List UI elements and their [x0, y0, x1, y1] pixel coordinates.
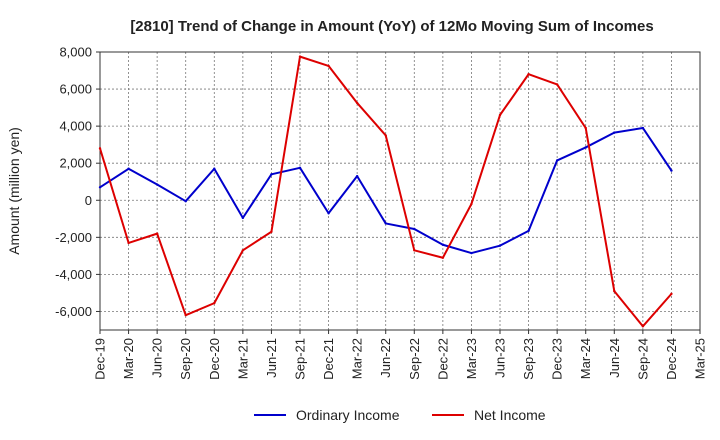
data-point: [213, 167, 216, 170]
legend-label: Ordinary Income: [296, 407, 400, 423]
data-point: [527, 229, 530, 233]
x-tick-label: Dec-22: [435, 338, 450, 380]
data-point: [470, 251, 473, 255]
data-point: [670, 292, 673, 296]
data-point: [127, 167, 130, 170]
x-tick-label: Sep-23: [521, 338, 536, 380]
x-tick-label: Dec-21: [321, 338, 336, 380]
y-tick-label: -2,000: [55, 230, 92, 245]
x-tick-label: Mar-22: [350, 338, 365, 379]
y-tick-label: 8,000: [59, 45, 92, 60]
data-point: [555, 83, 559, 86]
series-1: [98, 55, 673, 328]
y-tick-label: -6,000: [55, 304, 92, 319]
chart-title: [2810] Trend of Change in Amount (YoY) o…: [130, 18, 653, 35]
data-point: [613, 289, 616, 293]
x-tick-label: Mar-25: [693, 338, 708, 379]
data-point: [355, 101, 359, 105]
y-tick-label: -4,000: [55, 267, 92, 282]
data-point: [441, 256, 445, 259]
x-tick-label: Dec-19: [93, 338, 108, 380]
y-axis-label: Amount (million yen): [6, 127, 22, 255]
y-tick-label: 4,000: [59, 119, 92, 134]
data-point: [641, 126, 645, 130]
data-point: [384, 134, 387, 137]
data-point: [498, 244, 502, 247]
data-point: [413, 227, 416, 231]
x-tick-label: Jun-24: [607, 338, 622, 378]
x-tick-label: Dec-20: [207, 338, 222, 380]
data-point: [155, 232, 159, 235]
data-point: [241, 249, 245, 252]
data-point: [641, 325, 645, 328]
y-tick-label: 6,000: [59, 82, 92, 97]
x-tick-label: Mar-24: [578, 338, 593, 379]
data-point: [413, 249, 416, 252]
x-tick-label: Mar-20: [121, 338, 136, 379]
x-tick-label: Sep-20: [178, 338, 193, 380]
plot-area: [99, 51, 701, 331]
data-point: [241, 216, 245, 220]
x-tick-label: Sep-24: [635, 338, 650, 380]
data-point: [270, 173, 273, 176]
x-axis: Dec-19 Mar-20 Jun-20 Sep-20 Dec-20 Mar-21 Jun-…: [93, 330, 708, 380]
grid: [100, 52, 700, 330]
legend: Ordinary Income Net Income: [254, 407, 546, 423]
data-point: [298, 166, 302, 170]
x-tick-label: Mar-23: [464, 338, 479, 379]
data-point: [470, 202, 473, 206]
series-0: [98, 126, 673, 255]
data-point: [527, 73, 530, 76]
legend-label: Net Income: [474, 407, 546, 423]
x-tick-label: Sep-22: [407, 338, 422, 380]
data-point: [270, 230, 273, 233]
data-point: [213, 301, 216, 305]
x-tick-label: Dec-24: [664, 338, 679, 380]
x-tick-label: Sep-21: [293, 338, 308, 380]
data-point: [327, 64, 330, 68]
series-layer: [98, 55, 673, 328]
data-point: [184, 199, 187, 203]
data-point: [298, 55, 302, 58]
data-point: [155, 183, 159, 186]
y-axis: -6,000 -4,000 -2,000 0 2,000 4,000 6,000 8,000: [55, 45, 100, 319]
data-point: [384, 222, 387, 225]
data-point: [441, 243, 445, 246]
x-tick-label: Jun-21: [264, 338, 279, 378]
y-tick-label: 2,000: [59, 156, 92, 171]
data-point: [498, 113, 502, 117]
data-point: [584, 126, 587, 130]
data-point: [584, 146, 587, 149]
data-point: [555, 159, 559, 162]
x-tick-label: Dec-23: [550, 338, 565, 380]
data-point: [184, 313, 187, 317]
data-point: [670, 169, 673, 172]
data-point: [98, 147, 102, 150]
x-tick-label: Jun-20: [150, 338, 165, 378]
y-tick-label: 0: [85, 193, 92, 208]
data-point: [613, 131, 616, 134]
data-point: [127, 241, 130, 245]
data-point: [355, 174, 359, 178]
x-tick-label: Jun-22: [378, 338, 393, 378]
data-point: [98, 186, 102, 189]
x-tick-label: Mar-21: [235, 338, 250, 379]
x-tick-label: Jun-23: [493, 338, 508, 378]
data-point: [327, 212, 330, 215]
